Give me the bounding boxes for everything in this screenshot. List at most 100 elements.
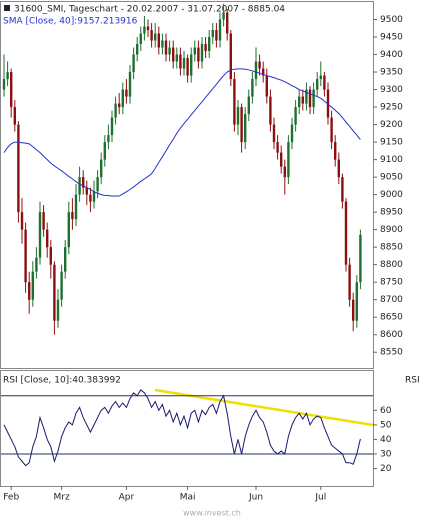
y-tick-label: 9350 [380, 68, 403, 78]
candle-body [308, 89, 312, 108]
candle-body [229, 33, 232, 80]
y-tick-label: 8850 [380, 243, 403, 253]
candle-body [204, 44, 207, 52]
candle-body [323, 75, 326, 90]
x-tick-label: Mai [180, 493, 196, 503]
candle-body [211, 30, 214, 38]
x-tick-label: Mrz [53, 493, 69, 503]
x-tick-label: Jul [314, 493, 326, 503]
rsi-panel [0, 370, 374, 487]
candle-body [236, 107, 240, 125]
candle-body [85, 187, 88, 195]
candle-body [24, 229, 27, 283]
candle-body [355, 282, 358, 321]
y-tick-label: 9500 [380, 15, 403, 25]
y-tick-label: 9200 [380, 120, 403, 130]
sma-line [3, 68, 361, 197]
candle-body [172, 47, 175, 62]
price-panel [0, 1, 374, 369]
candle-body [226, 12, 229, 34]
y-tick-label: 8600 [380, 330, 403, 340]
candle-body [20, 212, 24, 230]
candle-body [330, 117, 333, 143]
y-tick-label: 8900 [380, 225, 403, 235]
candle-body [258, 61, 261, 69]
candle-body [125, 89, 128, 97]
candle-body [132, 54, 135, 73]
y-tick-label: 60 [380, 406, 392, 416]
candle-body [233, 79, 236, 125]
candle-body [74, 194, 78, 220]
candle-body [100, 159, 103, 178]
candle-body [2, 79, 6, 90]
y-tick-label: 8750 [380, 278, 403, 288]
y-tick-label: 9450 [380, 33, 403, 43]
sma-label: SMA [Close, 40]:9157.213916 [3, 17, 138, 27]
y-tick-label: 8700 [380, 295, 403, 305]
candle-body [193, 47, 196, 55]
candle-body [197, 47, 200, 62]
candle-body [13, 107, 16, 125]
rsi-axis-title: RSI [405, 376, 420, 386]
candle-body [283, 166, 286, 178]
candle-body [179, 54, 182, 69]
candle-body [344, 201, 348, 265]
candle-body [240, 107, 243, 143]
candle-body [6, 72, 9, 80]
candle-body [96, 177, 99, 192]
candle-body [103, 142, 106, 160]
y-tick-label: 8800 [380, 260, 403, 270]
candle-body [107, 135, 110, 143]
y-tick-label: 9300 [380, 85, 403, 95]
candle-body [326, 89, 330, 118]
candle-body [319, 75, 322, 80]
candle-body [82, 177, 85, 188]
candle-body [78, 177, 81, 195]
candle-body [301, 96, 304, 104]
y-tick-label: 40 [380, 435, 392, 445]
chart-title: 31600_SMI, Tageschart - 20.02.2007 - 31.… [14, 5, 285, 15]
candle-body [146, 26, 150, 31]
candle-body [218, 19, 222, 41]
candle-body [143, 26, 146, 34]
candle-body [161, 40, 164, 48]
candle-body [136, 44, 139, 55]
candle-body [182, 58, 186, 69]
candle-body [110, 117, 114, 136]
candle-body [316, 79, 319, 90]
x-tick-label: Feb [3, 493, 19, 503]
candle-body [164, 40, 168, 55]
candle-body [298, 96, 301, 108]
candle-body [254, 61, 258, 80]
candle-body [168, 47, 171, 55]
candle-body [31, 271, 34, 300]
candle-body [154, 33, 157, 41]
candle-body [10, 72, 13, 108]
candle-body [334, 142, 337, 160]
candle-body [208, 37, 211, 52]
candle-body [128, 72, 132, 97]
candle-body [92, 191, 96, 202]
candle-body [305, 89, 308, 104]
candle-body [280, 152, 283, 167]
candle-body [121, 89, 124, 108]
candle-body [272, 124, 276, 143]
candle-body [17, 124, 20, 213]
candle-body [287, 142, 290, 178]
candle-body [290, 124, 294, 143]
candle-body [190, 54, 193, 76]
y-tick-label: 50 [380, 420, 392, 430]
y-tick-label: 9050 [380, 173, 403, 183]
footer: www.invest.ch [183, 509, 241, 518]
y-tick-label: 20 [380, 464, 392, 474]
y-tick-label: 8550 [380, 348, 403, 358]
candle-body [294, 107, 297, 125]
candle-body [150, 30, 153, 41]
y-tick-label: 9150 [380, 138, 403, 148]
candle-body [28, 282, 31, 300]
candle-body [67, 212, 70, 248]
candle-body [200, 44, 204, 62]
candle-body [276, 142, 279, 153]
candle-body [56, 299, 60, 321]
candle-body [359, 234, 362, 283]
